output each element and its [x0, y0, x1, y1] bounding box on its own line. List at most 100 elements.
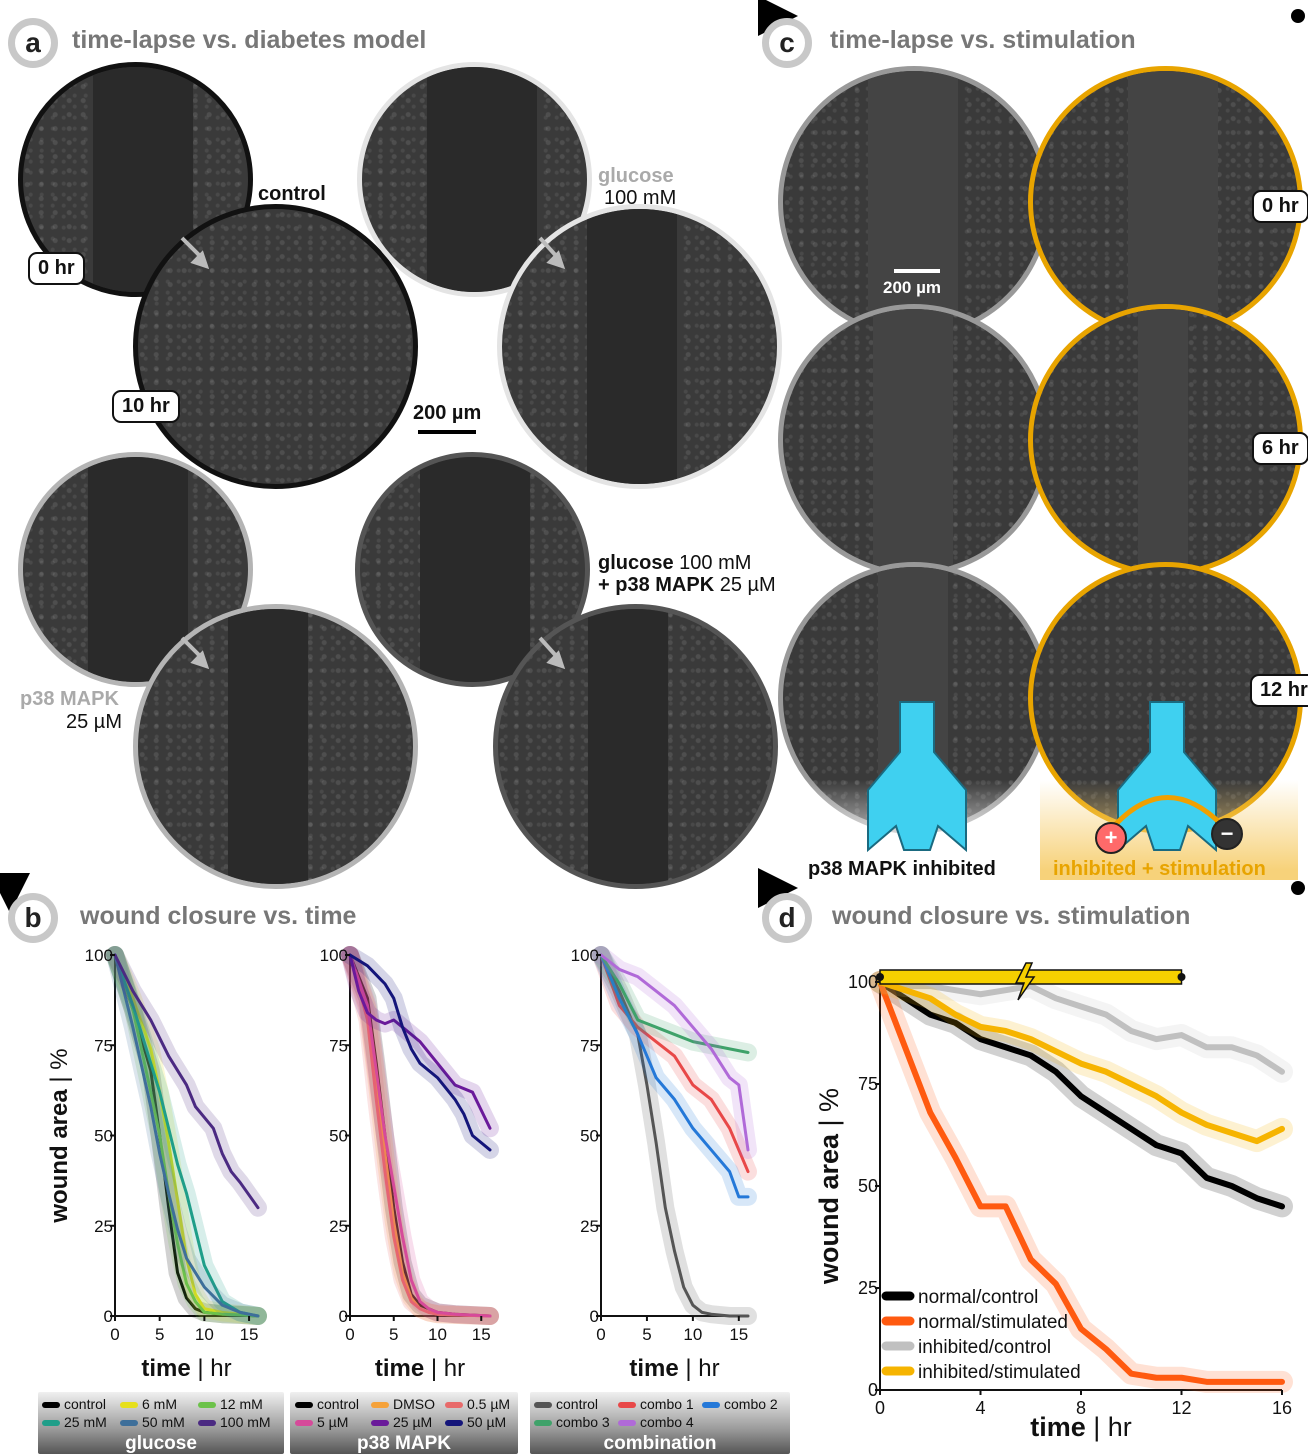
- micrograph-inhibited-0hr: [778, 66, 1050, 338]
- panel-c-title: time-lapse vs. stimulation: [830, 26, 1136, 54]
- chart-0-legend-item-2-swatch: [198, 1402, 216, 1409]
- chart-3-series-line-3: [877, 979, 1285, 1145]
- chart-1-ytick-label-4: 100: [320, 946, 348, 965]
- micrograph-p38-0hr: [18, 452, 253, 687]
- svg-text:+: +: [1105, 825, 1118, 850]
- label-combo-glucose-conc: 100 mM: [679, 552, 752, 574]
- label-combo-line2: + p38 MAPK 25 µM: [598, 574, 776, 597]
- chart-1-ytick-label-0: 0: [339, 1307, 348, 1326]
- chart-2-xlabel: time | hr: [629, 1355, 719, 1382]
- chart-1-ytick-label-2: 50: [329, 1127, 348, 1146]
- chart-1-legend-item-5-text: 50 µM: [467, 1414, 507, 1430]
- label-control: control: [258, 183, 326, 205]
- label-combo-glucose: glucose: [598, 552, 674, 574]
- chart-1-legend-item-2-text: 0.5 µM: [467, 1396, 511, 1412]
- chart-2-legend-item-2-swatch: [702, 1402, 720, 1409]
- chart-3-legend-label-1: normal/stimulated: [918, 1312, 1068, 1333]
- chart-3-ytick-label-1: 25: [858, 1278, 878, 1298]
- panel-d-badge: d: [762, 893, 812, 943]
- chart-1-legend-item-4-text: 25 µM: [393, 1414, 433, 1430]
- chart-2-xtick-label-1: 5: [642, 1325, 651, 1344]
- legend-p38-bar: [290, 1392, 518, 1454]
- chart-3-ytick-label-0: 0: [868, 1380, 878, 1400]
- micrograph-combo-10hr: [493, 604, 778, 889]
- chart-2-series-line-4: [599, 953, 750, 1152]
- panel-c-badge: c: [762, 18, 812, 68]
- label-glucose: glucose: [598, 165, 674, 187]
- chart-0-ylabel: wound area | %: [46, 1048, 73, 1223]
- chart-3-xtick-label-4: 16: [1272, 1398, 1292, 1418]
- label-combo-p38: + p38 MAPK: [598, 574, 715, 596]
- chart-2-legend-item-1: combo 1: [618, 1396, 694, 1412]
- chart-2-series-line-3: [599, 953, 750, 1054]
- label-p38-inhibited: p38 MAPK inhibited: [808, 858, 996, 880]
- chart-0-legend-item-5-text: 100 mM: [220, 1414, 271, 1430]
- chart-0-legend-item-0-swatch: [42, 1402, 60, 1409]
- panel-b-title: wound closure vs. time: [80, 902, 357, 930]
- legend-p38-title: p38 MAPK: [357, 1433, 451, 1454]
- legend-combination-title: combination: [603, 1433, 717, 1454]
- chart-1-series-line-2: [348, 953, 492, 1318]
- chart-1-legend-item-0-text: control: [317, 1396, 360, 1412]
- chart-3-legend-label-2: inhibited/control: [918, 1337, 1051, 1358]
- chart-2-legend-item-2-text: combo 2: [724, 1396, 778, 1412]
- chart-1-legend-item-5: 50 µM: [445, 1414, 506, 1430]
- chart-3-xtick-label-1: 4: [975, 1398, 985, 1418]
- micrograph-control-10hr: [133, 204, 418, 489]
- label-combo-line1: glucose 100 mM: [598, 552, 751, 575]
- micrograph-glucose-10hr: [497, 204, 782, 489]
- chart-2-series-line-2: [599, 953, 750, 1199]
- legend-glucose-bar: [38, 1392, 284, 1454]
- panel-a-badge: a: [8, 18, 58, 68]
- chart-0-legend-item-2: 12 mM: [198, 1396, 263, 1412]
- chart-0-legend-item-3-swatch: [42, 1420, 60, 1427]
- chart-0-legend-item-3: 25 mM: [42, 1414, 107, 1430]
- chart-1-xtick-label-3: 15: [472, 1325, 491, 1344]
- chart-1-ytick-label-1: 25: [329, 1217, 348, 1236]
- chart-0-xtick-label-3: 15: [240, 1325, 259, 1344]
- chart-2-legend-item-2: combo 2: [702, 1396, 778, 1412]
- label-glucose-conc: 100 mM: [604, 187, 677, 209]
- chart-2-ytick-label-1: 25: [580, 1217, 599, 1236]
- time-tag-0hr: 0 hr: [28, 252, 85, 285]
- chart-2-legend-item-0-text: control: [556, 1396, 599, 1412]
- chart-2-legend-item-1-swatch: [618, 1402, 636, 1409]
- chart-0-xtick-label-1: 5: [155, 1325, 164, 1344]
- label-p38: p38 MAPK: [20, 688, 119, 710]
- scalebar-label-c: 200 µm: [883, 278, 941, 297]
- scalebar-label-a: 200 µm: [413, 402, 482, 424]
- chart-2-legend-item-4-swatch: [618, 1420, 636, 1427]
- stimulation-window-end-marker: [1177, 973, 1186, 981]
- chart-0-legend-item-1-swatch: [120, 1402, 138, 1409]
- chart-3-ytick-label-3: 75: [858, 1074, 878, 1094]
- chart-2-xtick-label-0: 0: [596, 1325, 605, 1344]
- chart-3-xlabel: time | hr: [1030, 1412, 1132, 1442]
- micrograph-stimulated-0hr: [1028, 66, 1303, 338]
- chart-3-xtick-label-2: 8: [1076, 1398, 1086, 1418]
- chart-0-legend-item-4: 50 mM: [120, 1414, 185, 1430]
- legend-combination-bar: [530, 1392, 790, 1454]
- chart-1-legend-item-2: 0.5 µM: [445, 1396, 510, 1412]
- chart-0-ytick-label-4: 100: [85, 946, 113, 965]
- chart-2-legend-item-3-swatch: [534, 1420, 552, 1427]
- time-tag-10hr: 10 hr: [112, 390, 180, 423]
- chart-2-ytick-label-0: 0: [590, 1307, 599, 1326]
- chart-0-legend-item-1: 6 mM: [120, 1396, 177, 1412]
- label-combo-p38-conc: 25 µM: [719, 574, 776, 596]
- chart-3-series-line-2: [877, 979, 1285, 1075]
- panel-a-title: time-lapse vs. diabetes model: [72, 26, 427, 54]
- label-p38-conc: 25 µM: [66, 711, 122, 733]
- micrograph-inhibited-6hr: [778, 304, 1050, 576]
- chart-0-legend-item-1-text: 6 mM: [142, 1396, 177, 1412]
- chart-1-series-line-5: [348, 953, 492, 1152]
- chart-3-ytick-label-2: 50: [858, 1176, 878, 1196]
- svg-text:−: −: [1221, 821, 1234, 846]
- chart-3-ylabel: wound area | %: [814, 1088, 844, 1285]
- chart-2-legend-item-3: combo 3: [534, 1414, 610, 1430]
- panel-b-badge: b: [8, 893, 58, 943]
- chart-2-ytick-label-4: 100: [571, 946, 599, 965]
- chart-3-xtick-label-3: 12: [1171, 1398, 1191, 1418]
